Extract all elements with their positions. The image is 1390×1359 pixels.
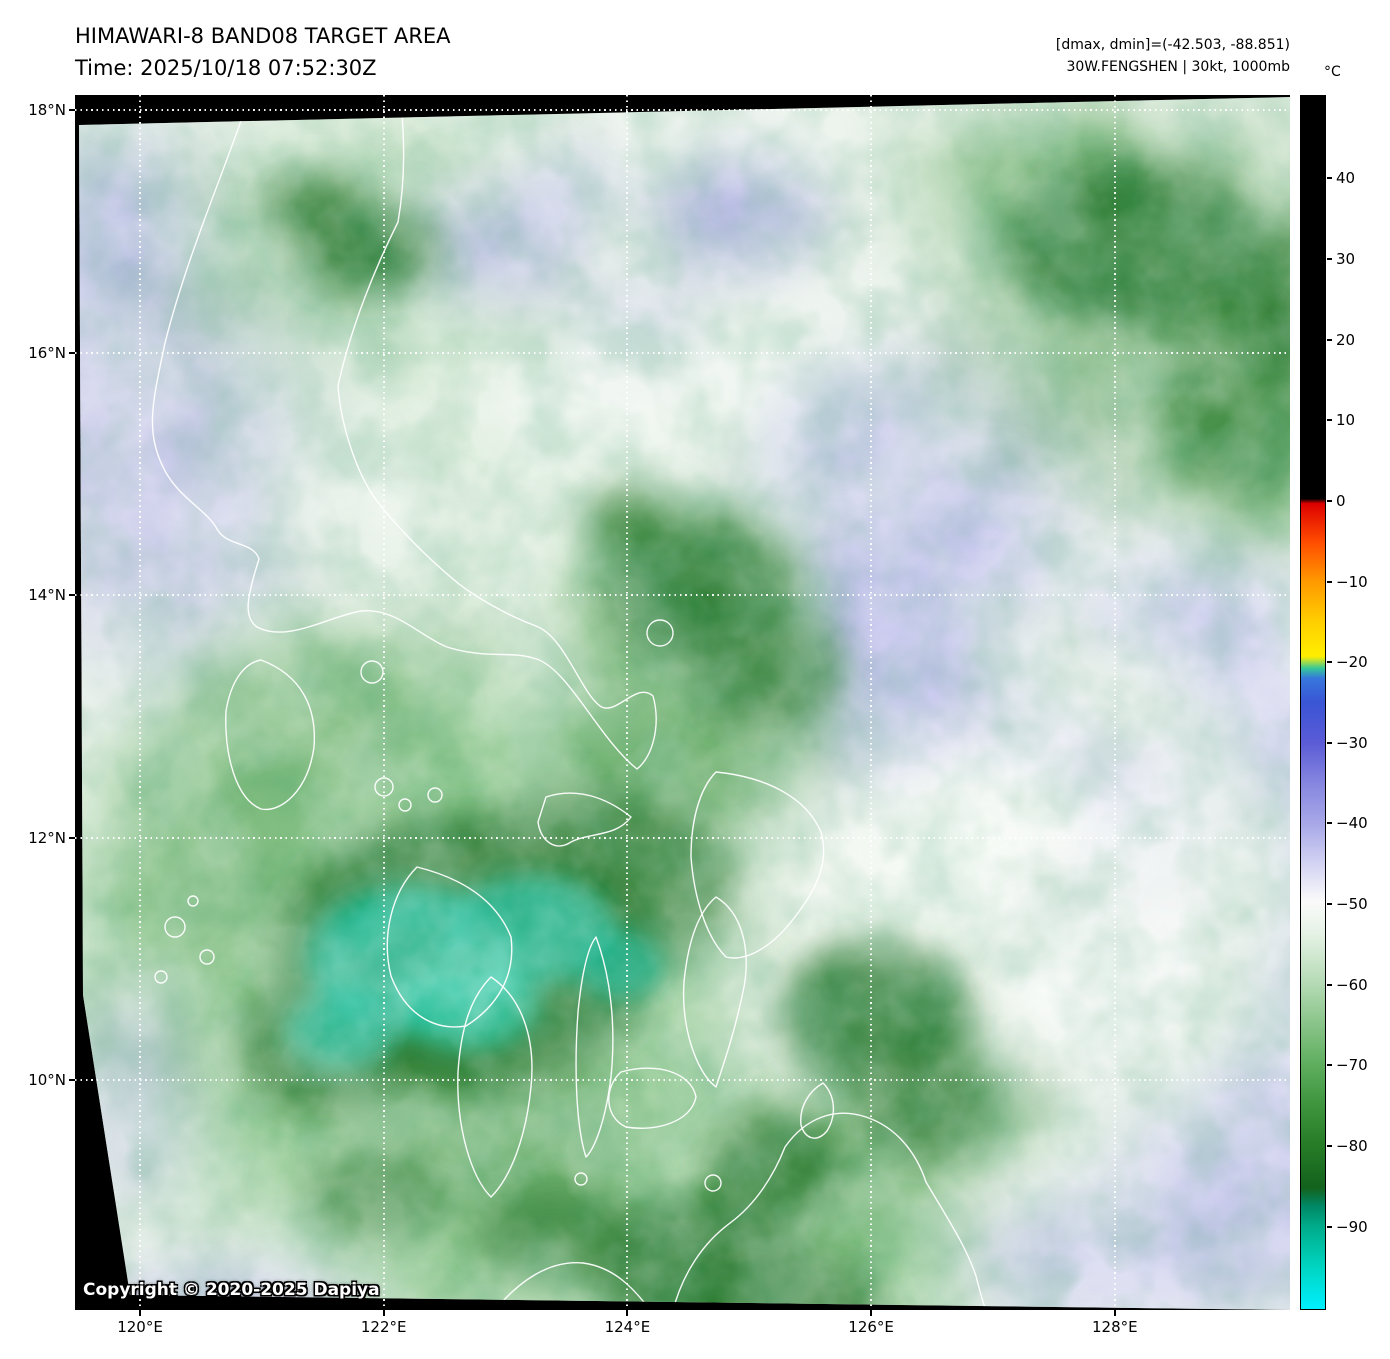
coastline-negros <box>457 976 533 1198</box>
colorbar-tick <box>1327 1144 1332 1147</box>
temperature-colorbar <box>1300 95 1326 1310</box>
coastline-sibuyan <box>427 787 443 803</box>
colorbar-tick <box>1327 741 1332 744</box>
scan-area <box>79 97 1290 1310</box>
colorbar-tick-label: −60 <box>1336 975 1368 994</box>
colorbar-tick <box>1327 1064 1332 1067</box>
colorbar-tick <box>1327 903 1332 906</box>
header-block: HIMAWARI-8 BAND08 TARGET AREA Time: 2025… <box>75 20 451 84</box>
coastline-luzon <box>151 100 657 770</box>
gridline-longitude <box>382 95 385 1310</box>
coastline-calamian-1 <box>164 916 186 938</box>
colorbar-tick-label: 10 <box>1336 411 1356 430</box>
coastline-catanduanes <box>646 619 674 647</box>
storm-info: 30W.FENGSHEN | 30kt, 1000mb <box>1066 59 1290 75</box>
lon-tick-label: 122°E <box>360 1318 407 1336</box>
coastline-leyte <box>682 896 747 1088</box>
lat-tick-label: 16°N <box>28 343 66 362</box>
coastline-bohol <box>608 1067 697 1129</box>
lon-tick-label: 128°E <box>1091 1318 1138 1336</box>
lon-tick-label: 120°E <box>117 1318 163 1336</box>
lon-axis-tick <box>1113 1310 1116 1316</box>
colorbar-tick-label: −90 <box>1336 1217 1368 1236</box>
coastline-camiguin <box>704 1174 722 1192</box>
colorbar-tick <box>1327 419 1332 422</box>
lon-tick-label: 126°E <box>848 1318 894 1336</box>
colorbar-tick-label: 20 <box>1336 330 1356 349</box>
colorbar-tick-label: −20 <box>1336 653 1368 672</box>
coastline-mindanao <box>672 1112 987 1310</box>
colorbar-tick <box>1327 258 1332 261</box>
gridline-longitude <box>139 95 141 1310</box>
coastline-calamian-3 <box>154 970 168 984</box>
satellite-map-plot: Copyright © 2020-2025 Dapiya <box>75 95 1290 1310</box>
colorbar-tick-label: −80 <box>1336 1136 1368 1155</box>
colorbar-tick <box>1327 499 1332 502</box>
lat-tick-label: 10°N <box>28 1071 66 1090</box>
colorbar-tick-label: 30 <box>1336 250 1356 269</box>
lat-tick-label: 14°N <box>28 586 66 605</box>
lon-axis-tick <box>139 1310 141 1316</box>
dmax-dmin-readout: [dmax, dmin]=(-42.503, -88.851) <box>1055 37 1290 53</box>
coastline-panay <box>386 866 513 1028</box>
coastline-samar <box>690 771 825 959</box>
coastline-siquijor <box>574 1172 588 1186</box>
lat-axis-tick <box>69 1079 75 1082</box>
coastline-romblon <box>398 798 412 812</box>
colorbar-tick-label: 0 <box>1336 491 1346 510</box>
coastline-calamian-2 <box>199 949 215 965</box>
gridline-latitude <box>75 1079 1290 1082</box>
gridline-latitude <box>75 836 1290 839</box>
lat-axis-tick <box>69 351 75 354</box>
gridline-longitude <box>626 95 629 1310</box>
coastline-masbate <box>537 792 632 847</box>
satellite-imagery <box>75 95 1290 1310</box>
gridline-longitude <box>870 95 873 1310</box>
colorbar-tick-label: −40 <box>1336 814 1368 833</box>
lat-axis-tick <box>69 836 75 839</box>
colorbar-tick-label: −70 <box>1336 1056 1368 1075</box>
coastlines <box>151 100 987 1310</box>
colorbar-tick <box>1327 661 1332 664</box>
colorbar-unit-label: °C <box>1324 64 1341 80</box>
lat-tick-label: 12°N <box>28 828 66 847</box>
lat-axis-tick <box>69 109 75 111</box>
gridline-latitude <box>75 351 1290 354</box>
lat-axis-tick <box>69 594 75 597</box>
copyright-watermark: Copyright © 2020-2025 Dapiya <box>83 1280 380 1300</box>
colorbar-tick <box>1327 338 1332 341</box>
colorbar-tick-label: −30 <box>1336 733 1368 752</box>
product-time: Time: 2025/10/18 07:52:30Z <box>75 56 377 80</box>
colorbar-tick-label: −10 <box>1336 572 1368 591</box>
coastline-mindoro <box>225 659 316 811</box>
gridline-latitude <box>75 594 1290 597</box>
cloud-texture-dark <box>79 97 1290 1310</box>
lon-tick-label: 124°E <box>604 1318 651 1336</box>
colorbar-tick <box>1327 822 1332 825</box>
product-title: HIMAWARI-8 BAND08 TARGET AREA <box>75 24 451 48</box>
colorbar-tick <box>1327 1225 1332 1228</box>
annotation-block: [dmax, dmin]=(-42.503, -88.851) 30W.FENG… <box>1056 34 1290 78</box>
colorbar-tick-label: 40 <box>1336 169 1356 188</box>
lon-axis-tick <box>870 1310 873 1316</box>
lon-axis-tick <box>382 1310 385 1316</box>
coastline-cebu <box>575 936 614 1158</box>
gridline-latitude <box>75 109 1290 111</box>
lat-tick-label: 18°N <box>28 101 66 119</box>
coastline-mindanao-west <box>494 1262 651 1310</box>
colorbar-tick <box>1327 177 1332 180</box>
lon-axis-tick <box>626 1310 629 1316</box>
coastline-calamian-4 <box>187 895 199 907</box>
gridline-longitude <box>1113 95 1116 1310</box>
colorbar-tick <box>1327 580 1332 583</box>
colorbar-tick <box>1327 983 1332 986</box>
colorbar-tick-label: −50 <box>1336 895 1368 914</box>
coastline-dinagat <box>800 1082 834 1139</box>
